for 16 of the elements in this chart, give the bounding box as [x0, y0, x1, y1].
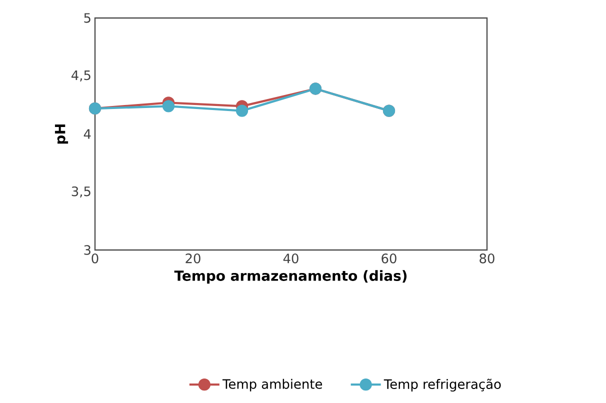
legend-label: Temp refrigeração — [384, 378, 501, 392]
legend-label: Temp ambiente — [222, 378, 322, 392]
y-tick-label: 4 — [84, 129, 91, 139]
y-axis-title: pH — [54, 124, 68, 144]
point — [162, 100, 175, 112]
point — [236, 104, 248, 117]
y-tick-label: 3,5 — [72, 186, 90, 198]
y-tick-label: 4,5 — [72, 70, 90, 82]
y-tick-label: 5 — [84, 13, 90, 23]
x-tick-label: 60 — [382, 254, 396, 264]
x-tick-label: 20 — [186, 254, 200, 264]
x-tick-label: 40 — [283, 254, 298, 264]
x-tick-label: 80 — [480, 254, 494, 264]
x-tick-label: 0 — [92, 254, 98, 264]
x-axis-title: Tempo armazenamento (dias) — [174, 270, 407, 284]
y-tick-label: 3 — [84, 245, 90, 255]
